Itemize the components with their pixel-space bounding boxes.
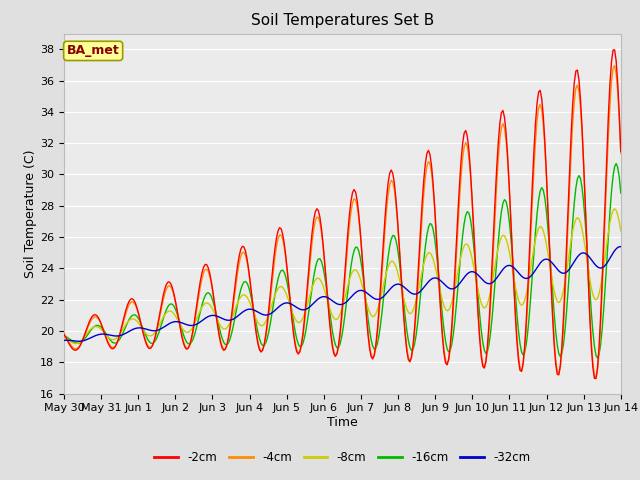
X-axis label: Time: Time [327, 416, 358, 429]
Legend: -2cm, -4cm, -8cm, -16cm, -32cm: -2cm, -4cm, -8cm, -16cm, -32cm [150, 446, 535, 469]
Y-axis label: Soil Temperature (C): Soil Temperature (C) [24, 149, 37, 278]
Text: BA_met: BA_met [67, 44, 120, 58]
Title: Soil Temperatures Set B: Soil Temperatures Set B [251, 13, 434, 28]
